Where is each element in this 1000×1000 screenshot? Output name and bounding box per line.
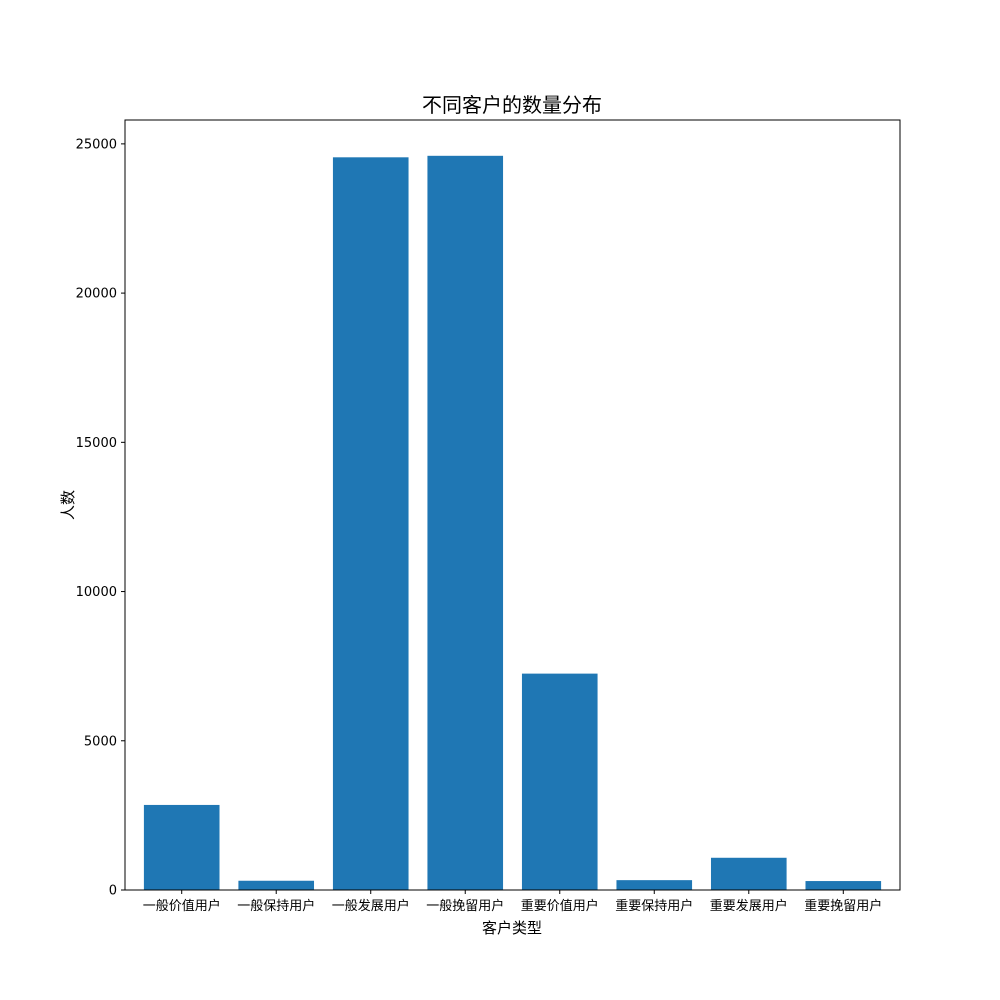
y-axis-label: 人数 [59, 490, 77, 520]
bar-7 [805, 881, 882, 890]
bars-group [143, 155, 882, 890]
x-tick-label-2: 一般发展用户 [332, 898, 410, 914]
x-tick-label-4: 重要价值用户 [521, 898, 599, 914]
axes-frame [124, 119, 901, 891]
x-axis-label: 客户类型 [482, 919, 542, 937]
chart-title: 不同客户的数量分布 [422, 93, 602, 117]
y-axis-ticks: 0 5000 10000 15000 20000 25000 [76, 137, 125, 899]
bar-2 [332, 157, 409, 890]
x-axis-ticks: 一般价值用户 一般保持用户 一般发展用户 一般挽留用户 重要价值用户 重要保持用户 重要发展… [143, 890, 882, 914]
x-tick-label-7: 重要挽留用户 [804, 898, 882, 914]
y-tick-label-0: 0 [109, 884, 117, 899]
bar-4 [521, 673, 598, 890]
bar-6 [710, 857, 787, 890]
y-tick-label-1: 5000 [84, 734, 117, 749]
y-tick-label-4: 20000 [76, 287, 117, 302]
bar-1 [238, 880, 315, 890]
y-tick-label-5: 25000 [76, 137, 117, 152]
x-tick-label-5: 重要保持用户 [615, 898, 693, 914]
y-tick-label-3: 15000 [76, 436, 117, 451]
x-tick-label-6: 重要发展用户 [710, 898, 788, 914]
x-tick-label-0: 一般价值用户 [143, 898, 221, 914]
bar-0 [143, 804, 220, 890]
y-tick-label-2: 10000 [76, 585, 117, 600]
x-tick-label-1: 一般保持用户 [237, 898, 315, 914]
bar-5 [616, 880, 693, 890]
bar-3 [427, 155, 504, 890]
x-tick-label-3: 一般挽留用户 [426, 898, 504, 914]
